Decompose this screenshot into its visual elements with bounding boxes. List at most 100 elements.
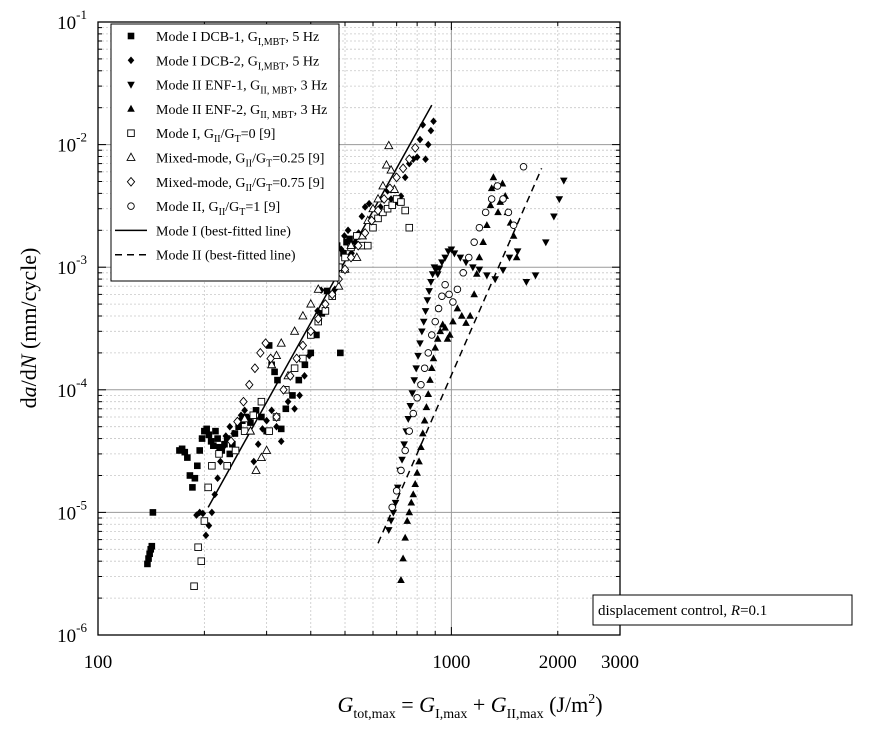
data-point <box>392 172 401 183</box>
data-point <box>361 203 369 211</box>
data-point <box>373 205 383 216</box>
data-point <box>433 334 442 342</box>
data-point <box>340 264 350 275</box>
data-point <box>358 212 366 221</box>
data-point <box>418 429 427 437</box>
data-point <box>407 498 416 506</box>
data-point <box>400 441 408 449</box>
data-point <box>258 413 265 421</box>
data-point <box>414 352 422 360</box>
data-point <box>385 183 395 194</box>
data-point <box>418 328 426 336</box>
data-point <box>422 155 429 164</box>
legend-label: Mode I DCB-1, GI,MBT, 5 Hz <box>156 30 319 48</box>
data-point <box>428 271 437 279</box>
data-point <box>190 582 198 590</box>
data-point <box>273 422 280 431</box>
data-point <box>194 462 201 470</box>
data-point <box>247 419 254 426</box>
x-axis-title: Gtot,max = GI,max + GII,max (J/m2) <box>337 692 602 722</box>
data-point <box>289 326 300 335</box>
data-point <box>208 508 216 517</box>
data-point <box>295 376 303 384</box>
data-point <box>401 533 409 541</box>
series-4 <box>397 173 521 583</box>
data-point <box>413 394 421 402</box>
data-point <box>491 276 499 284</box>
data-point <box>522 279 531 286</box>
data-point <box>274 376 281 384</box>
data-point <box>208 462 216 470</box>
data-point <box>401 446 409 455</box>
legend-item: Mode II ENF-1, GII, MBT, 3 Hz <box>127 79 327 97</box>
data-point <box>344 226 352 235</box>
data-point <box>449 298 457 306</box>
data-point <box>235 423 242 431</box>
data-point <box>422 403 431 411</box>
data-point <box>441 323 449 331</box>
data-point <box>337 245 345 254</box>
data-point <box>239 396 248 407</box>
data-point <box>149 509 157 516</box>
legend-marker <box>127 104 135 112</box>
data-point <box>205 521 213 530</box>
data-point <box>512 253 521 261</box>
legend-label: Mode II ENF-2, GII, MBT, 3 Hz <box>156 103 327 121</box>
data-point <box>279 384 288 395</box>
legend-label: Mode II ENF-1, GII, MBT, 3 Hz <box>156 79 327 97</box>
data-point <box>447 246 456 254</box>
y-tick-label: 10-4 <box>57 375 87 402</box>
legend-label: Mode I, GII/GT=0 [9] <box>156 127 275 145</box>
data-point <box>205 431 213 439</box>
data-point <box>417 443 425 451</box>
y-tick-label: 10-5 <box>57 497 87 524</box>
data-point <box>483 272 491 280</box>
legend-item: Mode II, GII/GT=1 [9] <box>127 200 280 218</box>
data-point <box>261 445 272 454</box>
data-point <box>388 503 396 512</box>
data-point <box>193 511 200 519</box>
annotation-text: displacement control, R=0.1 <box>598 603 767 619</box>
data-point <box>202 531 210 540</box>
data-point <box>466 311 474 319</box>
series-3 <box>384 177 568 535</box>
data-point <box>403 516 412 524</box>
data-point <box>203 425 210 433</box>
data-point <box>531 272 540 280</box>
data-point <box>435 265 444 273</box>
data-point <box>314 307 321 315</box>
data-point <box>397 466 405 475</box>
data-point <box>352 252 362 261</box>
data-point <box>323 287 331 295</box>
data-point <box>389 509 398 517</box>
data-point <box>421 308 430 316</box>
data-point <box>200 517 209 525</box>
x-tick-label: 1000 <box>432 652 470 673</box>
legend-item: Mode II ENF-2, GII, MBT, 3 Hz <box>127 103 327 121</box>
data-point <box>306 298 316 308</box>
legend-marker <box>127 81 135 89</box>
data-point <box>410 377 419 385</box>
data-point <box>226 436 236 447</box>
data-point <box>207 438 215 445</box>
data-point <box>223 462 231 470</box>
data-point <box>426 375 434 383</box>
data-point <box>256 452 267 461</box>
data-point <box>405 154 414 165</box>
data-point <box>337 349 344 357</box>
data-point <box>364 241 372 250</box>
legend-item: Mode I DCB-1, GI,MBT, 5 Hz <box>127 30 319 48</box>
mode-ii-fit-line <box>377 168 543 544</box>
data-point <box>259 425 266 433</box>
data-point <box>542 239 550 247</box>
data-point <box>271 368 278 376</box>
data-point <box>405 223 414 232</box>
data-point <box>430 117 437 126</box>
data-point <box>397 192 405 200</box>
data-point <box>144 560 151 568</box>
data-point <box>217 457 224 466</box>
data-series <box>144 117 568 590</box>
data-point <box>197 557 206 565</box>
data-point <box>423 297 432 305</box>
